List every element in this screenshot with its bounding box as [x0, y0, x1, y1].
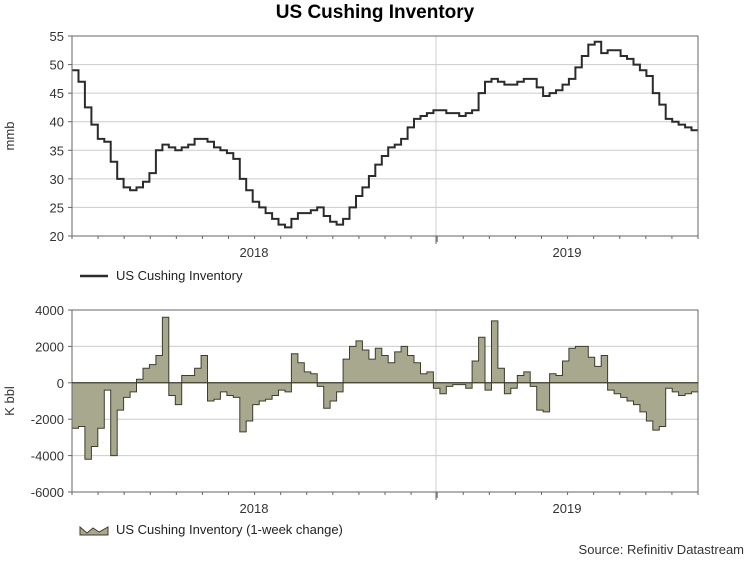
bottom-chart: -6000 -4000 -2000 0 2000 4000 2018 2019 K bbl [2, 303, 699, 516]
bottom-legend-label: US Cushing Inventory (1-week change) [116, 522, 343, 537]
y-tick-label: 0 [57, 376, 64, 391]
bottom-y-axis-label: K bbl [2, 386, 17, 416]
y-tick-label: -4000 [31, 449, 64, 464]
top-legend-label: US Cushing Inventory [116, 268, 243, 283]
inventory-line [72, 40, 698, 229]
y-tick-label: -6000 [31, 485, 64, 500]
bottom-legend: US Cushing Inventory (1-week change) [78, 522, 343, 537]
y-tick-label: 40 [50, 115, 64, 130]
top-y-ticks: 20 25 30 35 40 45 50 55 [50, 29, 72, 244]
top-gridlines [72, 35, 698, 237]
y-tick-label: 35 [50, 143, 64, 158]
y-tick-label: 25 [50, 200, 64, 215]
bottom-y-ticks: -6000 -4000 -2000 0 2000 4000 [31, 303, 72, 500]
source-note: Source: Refinitiv Datastream [578, 542, 744, 557]
top-x-ticks: 2018 2019 [71, 236, 699, 260]
x-tick-label: 2018 [240, 245, 269, 260]
y-tick-label: 2000 [35, 339, 64, 354]
top-y-axis-label: mmb [2, 122, 17, 151]
y-tick-label: 30 [50, 172, 64, 187]
bottom-x-ticks: 2018 2019 [71, 492, 699, 516]
weekly-change-area [71, 316, 699, 460]
x-tick-label: 2018 [240, 501, 269, 516]
top-chart: 20 25 30 35 40 45 50 55 2018 2019 mmb [2, 29, 699, 260]
legend-area-swatch [79, 525, 109, 535]
y-tick-label: 55 [50, 29, 64, 44]
x-tick-label: 2019 [553, 501, 582, 516]
y-tick-label: -2000 [31, 412, 64, 427]
y-tick-label: 4000 [35, 303, 64, 318]
top-legend: US Cushing Inventory [78, 268, 242, 283]
y-tick-label: 20 [50, 229, 64, 244]
chart-title: US Cushing Inventory [275, 2, 475, 23]
legend-line-swatch [80, 274, 108, 277]
y-tick-label: 50 [50, 58, 64, 73]
top-plot-frame [71, 35, 699, 237]
y-tick-label: 45 [50, 86, 64, 101]
x-tick-label: 2019 [553, 245, 582, 260]
